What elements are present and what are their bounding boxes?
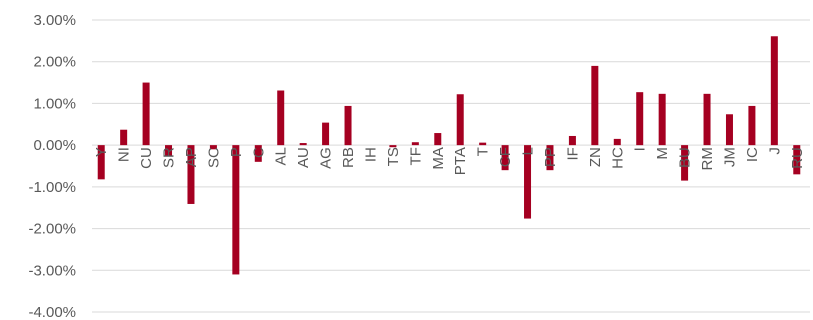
bar-bu — [681, 145, 689, 181]
x-tick-label: CF — [497, 147, 514, 167]
bar-t — [479, 142, 487, 146]
y-tick-label: 3.00% — [33, 12, 76, 29]
x-tick-label: J — [766, 147, 783, 155]
bar-c — [254, 145, 262, 162]
bar-ru — [793, 145, 801, 175]
x-tick-label: HC — [609, 147, 626, 169]
x-tick-label: AG — [318, 147, 335, 169]
x-tick-label: RB — [340, 147, 357, 168]
bar-jm — [725, 114, 733, 146]
bar-j — [770, 36, 778, 146]
x-tick-label: BU — [677, 147, 694, 168]
x-tick-label: RU — [789, 147, 806, 169]
x-tick-label: TS — [385, 147, 402, 166]
bar-al — [277, 90, 285, 146]
x-tick-label: IF — [564, 147, 581, 160]
bar-hc — [613, 138, 621, 146]
y-tick-label: 1.00% — [33, 95, 76, 112]
x-tick-label: PTA — [452, 147, 469, 175]
y-tick-label: -1.00% — [28, 179, 76, 196]
bar-zn — [591, 65, 599, 146]
y-tick-label: -2.00% — [28, 221, 76, 238]
x-tick-label: P — [228, 147, 245, 157]
x-tick-label: MA — [430, 147, 447, 170]
bar-pp — [546, 145, 554, 171]
x-tick-label: Y — [93, 147, 110, 157]
y-tick-label: 2.00% — [33, 54, 76, 71]
x-tick-label: C — [250, 147, 267, 158]
y-tick-label: 0.00% — [33, 137, 76, 154]
bar-au — [299, 143, 307, 146]
bar-ts — [389, 145, 397, 148]
x-tick-label: TF — [407, 147, 424, 165]
bar-ic — [748, 105, 756, 146]
x-tick-label: IC — [744, 147, 761, 162]
bar-ap — [187, 145, 195, 204]
bar-ni — [120, 129, 128, 146]
bar-l — [524, 145, 532, 219]
x-tick-label: SC — [205, 147, 222, 168]
x-tick-label: PP — [542, 147, 559, 167]
x-tick-label: IH — [362, 147, 379, 162]
bar-i — [636, 92, 644, 146]
bar-m — [658, 93, 666, 146]
x-tick-label: NI — [116, 147, 133, 162]
x-tick-label: ZN — [587, 147, 604, 167]
bar-cf — [501, 145, 509, 171]
y-tick-label: -3.00% — [28, 262, 76, 279]
bar-ag — [322, 122, 330, 146]
y-tick-label: -4.00% — [28, 304, 76, 320]
x-tick-label: T — [475, 147, 492, 156]
bar-p — [232, 145, 240, 275]
bar-tf — [411, 142, 419, 146]
bar-sr — [165, 145, 173, 156]
bar-ma — [434, 133, 442, 146]
x-tick-label: JM — [721, 147, 738, 167]
x-tick-label: M — [654, 147, 671, 160]
x-axis-ticks: Y NI CU SR AP SC P C AL AU AG RB IH TS TF MA PTA T CF L PP IF… — [93, 147, 806, 175]
x-tick-label: CU — [138, 147, 155, 169]
bar-rb — [344, 105, 352, 146]
y-axis-ticks: 3.00% 2.00% 1.00% 0.00% -1.00% -2.00% -3.00% -4… — [28, 12, 76, 320]
bar-sc — [209, 145, 217, 150]
bar-pta — [456, 94, 464, 146]
x-tick-label: I — [632, 147, 649, 151]
x-tick-label: L — [520, 147, 537, 155]
bar-if — [568, 135, 576, 146]
x-tick-label: SR — [161, 147, 178, 168]
bar-cu — [142, 82, 150, 146]
bar-y — [97, 145, 105, 180]
x-tick-label: AP — [183, 147, 200, 167]
x-tick-label: AU — [295, 147, 312, 168]
bars — [97, 36, 801, 275]
x-tick-label: AL — [273, 147, 290, 165]
bar-rm — [703, 93, 711, 146]
x-tick-label: RM — [699, 147, 716, 170]
